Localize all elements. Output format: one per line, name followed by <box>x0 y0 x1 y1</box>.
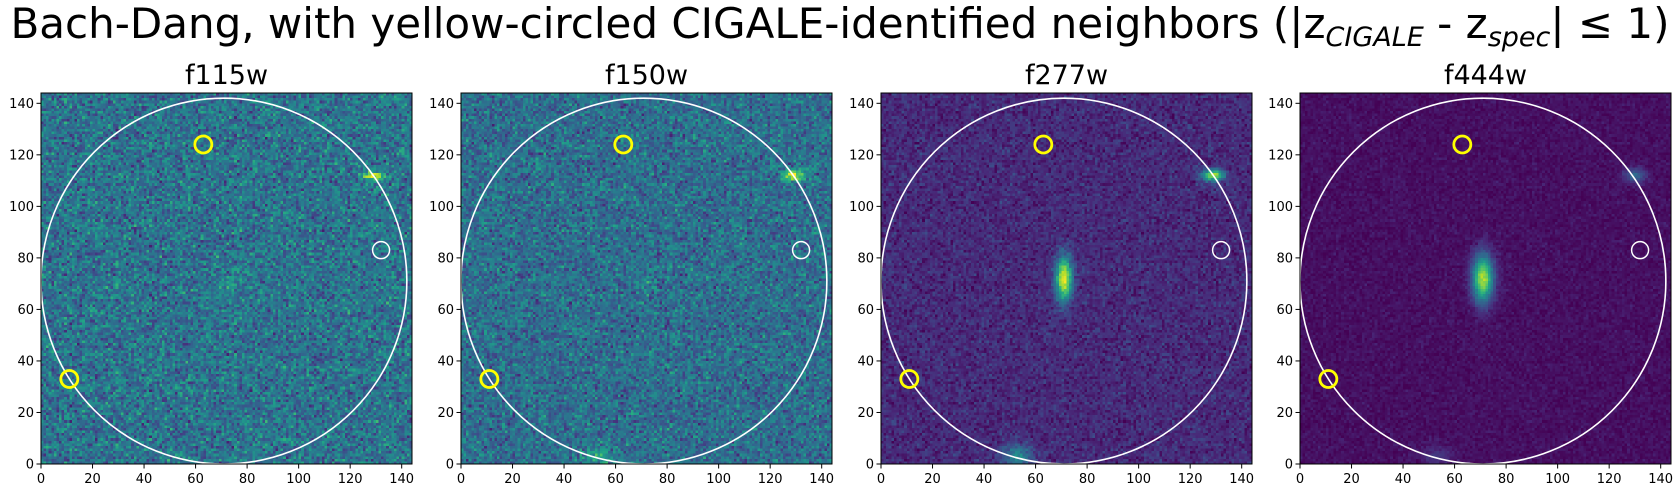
panel-f115w-image <box>41 93 412 464</box>
panel-f444w: 0 20 40 60 80 100 120 140 0 20 40 60 80 100 120 140 f444… <box>1268 60 1673 487</box>
y-tick-label: 120 <box>849 148 874 163</box>
x-tick-label: 120 <box>1597 472 1622 487</box>
y-tick-label: 20 <box>857 406 874 421</box>
x-tick-label: 80 <box>1498 472 1515 487</box>
y-tick-label: 40 <box>1276 354 1293 369</box>
x-tick-label: 100 <box>286 472 311 487</box>
figure-title-sub-spec: spec <box>1487 22 1551 53</box>
y-tick-label: 40 <box>857 354 874 369</box>
figure-title: Bach-Dang, with yellow-circled CIGALE-id… <box>0 0 1680 51</box>
figure-title-mid: - z <box>1423 0 1488 48</box>
panel-f150w-image <box>461 93 832 464</box>
x-tick-label: 60 <box>607 472 624 487</box>
x-tick-label: 140 <box>1648 472 1673 487</box>
y-tick-label: 120 <box>9 148 34 163</box>
panel-title-f277w: f277w <box>1025 60 1108 91</box>
axes-frame <box>460 92 833 465</box>
y-tick-label: 0 <box>446 458 454 473</box>
y-tick-label: 140 <box>9 97 34 112</box>
y-tick-label: 0 <box>26 458 34 473</box>
panel-title-f115w: f115w <box>185 60 268 91</box>
x-tick-label: 80 <box>659 472 676 487</box>
y-tick-label: 60 <box>437 303 454 318</box>
x-tick-label: 140 <box>809 472 834 487</box>
x-tick-label: 100 <box>706 472 731 487</box>
y-tick-label: 100 <box>429 200 454 215</box>
y-tick-label: 80 <box>17 251 34 266</box>
neighbor-marker <box>1033 134 1054 155</box>
x-tick-label: 20 <box>84 472 101 487</box>
x-tick-label: 100 <box>1126 472 1151 487</box>
panel-title-f444w: f444w <box>1444 60 1527 91</box>
panel-f115w: 0 20 40 60 80 100 120 140 0 20 40 60 80 100 120 140 f115… <box>9 60 414 487</box>
x-tick-label: 40 <box>136 472 153 487</box>
x-tick-label: 100 <box>1545 472 1570 487</box>
y-tick-label: 140 <box>429 97 454 112</box>
neighbor-marker <box>613 134 634 155</box>
panel-f444w-image <box>1300 93 1671 464</box>
y-tick-label: 80 <box>857 251 874 266</box>
y-tick-label: 20 <box>17 406 34 421</box>
figure-title-suffix: | ≤ 1) <box>1550 0 1670 48</box>
x-tick-label: 20 <box>504 472 521 487</box>
panel-f277w-image <box>881 93 1252 464</box>
y-tick-label: 20 <box>1276 406 1293 421</box>
neighbor-marker <box>193 134 214 155</box>
x-tick-label: 140 <box>1229 472 1254 487</box>
other-source-marker <box>371 240 391 260</box>
panel-f277w: 0 20 40 60 80 100 120 140 0 20 40 60 80 100 120 140 f277… <box>849 60 1254 487</box>
y-tick-label: 0 <box>866 458 874 473</box>
x-tick-label: 120 <box>1178 472 1203 487</box>
x-tick-label: 60 <box>187 472 204 487</box>
y-tick-label: 100 <box>9 200 34 215</box>
y-tick-label: 40 <box>17 354 34 369</box>
y-tick-label: 100 <box>849 200 874 215</box>
other-source-marker <box>1630 240 1650 260</box>
neighbor-marker <box>1318 369 1339 389</box>
x-tick-label: 120 <box>758 472 783 487</box>
panel-f150w: 0 20 40 60 80 100 120 140 0 20 40 60 80 100 120 140 f150… <box>429 60 834 487</box>
x-tick-label: 40 <box>976 472 993 487</box>
x-tick-label: 60 <box>1027 472 1044 487</box>
neighbor-marker <box>59 369 80 389</box>
y-tick-label: 120 <box>1268 148 1293 163</box>
x-tick-label: 80 <box>239 472 256 487</box>
y-tick-label: 60 <box>17 303 34 318</box>
x-tick-label: 0 <box>457 472 465 487</box>
x-tick-label: 0 <box>877 472 885 487</box>
y-tick-label: 80 <box>1276 251 1293 266</box>
other-source-marker <box>791 240 811 260</box>
axes-frame <box>880 92 1253 465</box>
x-tick-label: 0 <box>1296 472 1304 487</box>
y-tick-label: 60 <box>1276 303 1293 318</box>
other-source-marker <box>1211 240 1231 260</box>
x-tick-label: 40 <box>556 472 573 487</box>
y-tick-label: 80 <box>437 251 454 266</box>
y-tick-label: 100 <box>1268 200 1293 215</box>
x-tick-label: 140 <box>389 472 414 487</box>
figure-title-sub-cigale: CIGALE <box>1325 22 1424 53</box>
y-tick-label: 0 <box>1285 458 1293 473</box>
y-tick-label: 140 <box>1268 97 1293 112</box>
x-tick-label: 20 <box>1343 472 1360 487</box>
x-tick-label: 120 <box>338 472 363 487</box>
y-tick-label: 40 <box>437 354 454 369</box>
x-tick-label: 20 <box>924 472 941 487</box>
y-tick-label: 60 <box>857 303 874 318</box>
x-tick-label: 60 <box>1446 472 1463 487</box>
y-tick-label: 120 <box>429 148 454 163</box>
axes-frame <box>40 92 413 465</box>
x-tick-label: 0 <box>37 472 45 487</box>
neighbor-marker <box>479 369 500 389</box>
neighbor-marker <box>1452 134 1473 155</box>
panel-title-f150w: f150w <box>605 60 688 91</box>
axes-frame <box>1299 92 1672 465</box>
neighbor-marker <box>899 369 920 389</box>
x-tick-label: 80 <box>1079 472 1096 487</box>
x-tick-label: 40 <box>1395 472 1412 487</box>
y-tick-label: 20 <box>437 406 454 421</box>
figure-title-prefix: Bach-Dang, with yellow-circled CIGALE-id… <box>10 0 1326 48</box>
y-tick-label: 140 <box>849 97 874 112</box>
